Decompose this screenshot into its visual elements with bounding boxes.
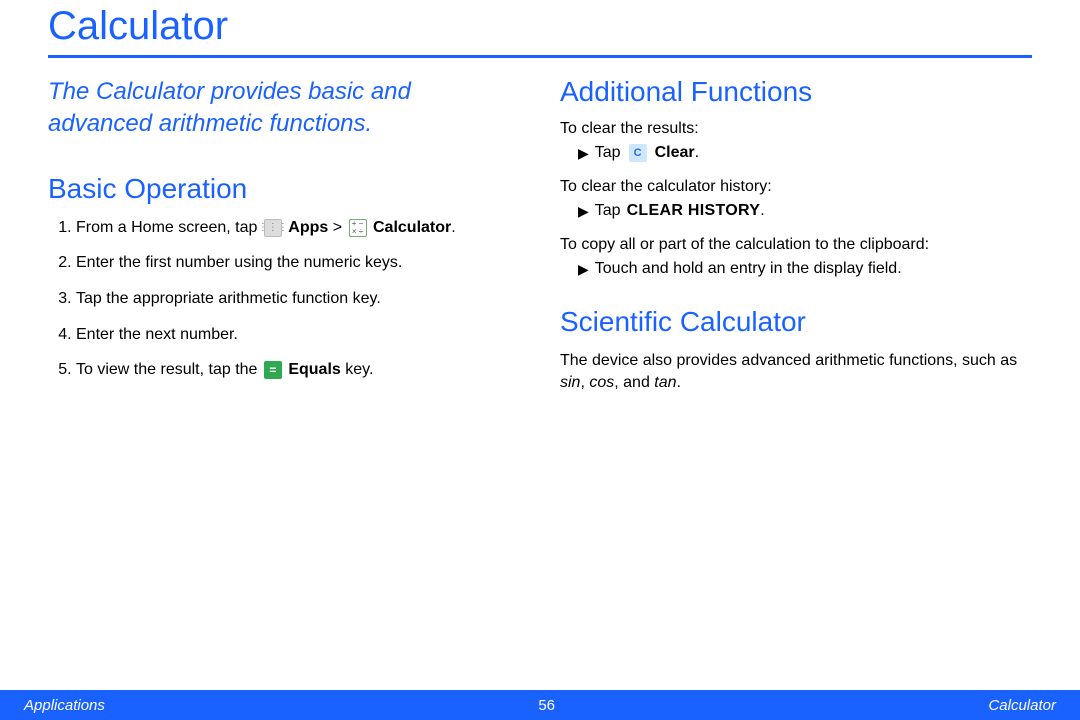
- sci-c2: , and: [614, 374, 654, 391]
- clear-tap-text: Tap: [595, 144, 621, 162]
- right-column: Additional Functions To clear the result…: [560, 76, 1032, 395]
- page-footer: Applications 56 Calculator: [0, 690, 1080, 720]
- footer-page-number: 56: [538, 697, 555, 714]
- copy-bullet: ▶ Touch and hold an entry in the display…: [578, 260, 1032, 278]
- step-5-text-b: key.: [341, 361, 374, 378]
- additional-functions-heading: Additional Functions: [560, 76, 1032, 108]
- footer-left: Applications: [24, 697, 105, 714]
- left-column: The Calculator provides basic and advanc…: [48, 76, 520, 395]
- content-columns: The Calculator provides basic and advanc…: [48, 76, 1032, 395]
- history-tap-text: Tap: [595, 202, 621, 220]
- clear-results-intro: To clear the results:: [560, 120, 1032, 138]
- step-1-calc-label: Calculator: [373, 219, 451, 236]
- intro-text: The Calculator provides basic and advanc…: [48, 76, 520, 141]
- step-5-equals-label: Equals: [288, 361, 340, 378]
- copy-text: Touch and hold an entry in the display f…: [595, 260, 902, 278]
- copy-intro: To copy all or part of the calculation t…: [560, 236, 1032, 254]
- step-1-gt: >: [333, 219, 347, 236]
- scientific-calculator-body: The device also provides advanced arithm…: [560, 350, 1032, 395]
- sci-c1: ,: [580, 374, 589, 391]
- calculator-icon: + − × ÷: [349, 219, 367, 237]
- basic-operation-steps: From a Home screen, tap ⋮⋮⋮ Apps > + − ×…: [48, 217, 520, 381]
- step-1: From a Home screen, tap ⋮⋮⋮ Apps > + − ×…: [76, 217, 520, 239]
- step-5: To view the result, tap the = Equals key…: [76, 359, 520, 381]
- step-1-apps-label: Apps: [288, 219, 328, 236]
- step-2: Enter the first number using the numeric…: [76, 252, 520, 274]
- step-5-text-a: To view the result, tap the: [76, 361, 262, 378]
- page-title: Calculator: [48, 0, 1032, 55]
- step-1-text-a: From a Home screen, tap: [76, 219, 262, 236]
- step-4: Enter the next number.: [76, 324, 520, 346]
- clear-results-bullet: ▶ Tap C Clear.: [578, 144, 1032, 162]
- step-3: Tap the appropriate arithmetic function …: [76, 288, 520, 310]
- footer-right: Calculator: [988, 697, 1056, 714]
- sci-text-a: The device also provides advanced arithm…: [560, 352, 1017, 369]
- triangle-icon: ▶: [578, 146, 589, 160]
- calc-icon-bot: × ÷: [352, 228, 363, 236]
- sci-cos: cos: [589, 374, 614, 391]
- clear-history-intro: To clear the calculator history:: [560, 178, 1032, 196]
- sci-sin: sin: [560, 374, 580, 391]
- triangle-icon: ▶: [578, 262, 589, 276]
- apps-icon: ⋮⋮⋮: [264, 219, 282, 237]
- scientific-calculator-heading: Scientific Calculator: [560, 306, 1032, 338]
- basic-operation-heading: Basic Operation: [48, 173, 520, 205]
- clear-label: Clear: [655, 144, 695, 161]
- triangle-icon: ▶: [578, 204, 589, 218]
- clear-history-bullet: ▶ Tap CLEAR HISTORY.: [578, 202, 1032, 220]
- equals-icon: =: [264, 361, 282, 379]
- clear-icon: C: [629, 144, 647, 162]
- sci-tan: tan: [654, 374, 676, 391]
- clear-history-label: CLEAR HISTORY: [627, 202, 761, 219]
- step-1-end: .: [451, 219, 455, 236]
- sci-end: .: [677, 374, 681, 391]
- title-divider: [48, 55, 1032, 58]
